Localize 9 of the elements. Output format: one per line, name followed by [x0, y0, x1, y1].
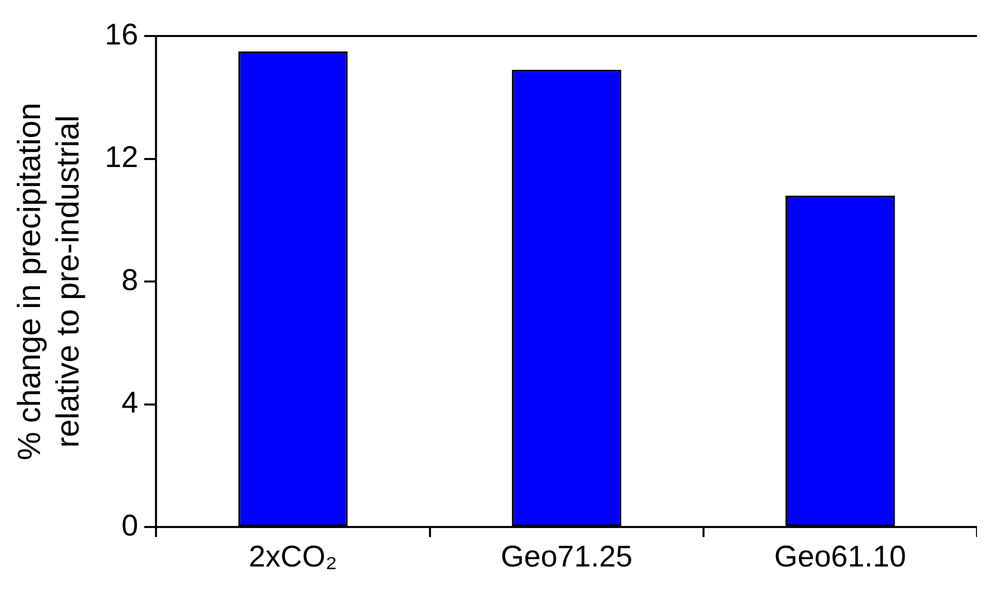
y-tick-label: 12 — [104, 141, 138, 174]
x-tick-label: Geo61.10 — [774, 540, 906, 574]
y-axis-title: % change in precipitation relative to pre-industrial — [11, 102, 86, 460]
y-tick-label: 16 — [104, 18, 138, 52]
y-tick-label: 0 — [121, 509, 138, 542]
y-tick-label: 4 — [121, 386, 138, 420]
y-tick-label: 8 — [121, 264, 138, 297]
x-tick-label: 2xCO₂ — [248, 540, 338, 574]
x-tick-label: Geo71.25 — [500, 540, 632, 574]
